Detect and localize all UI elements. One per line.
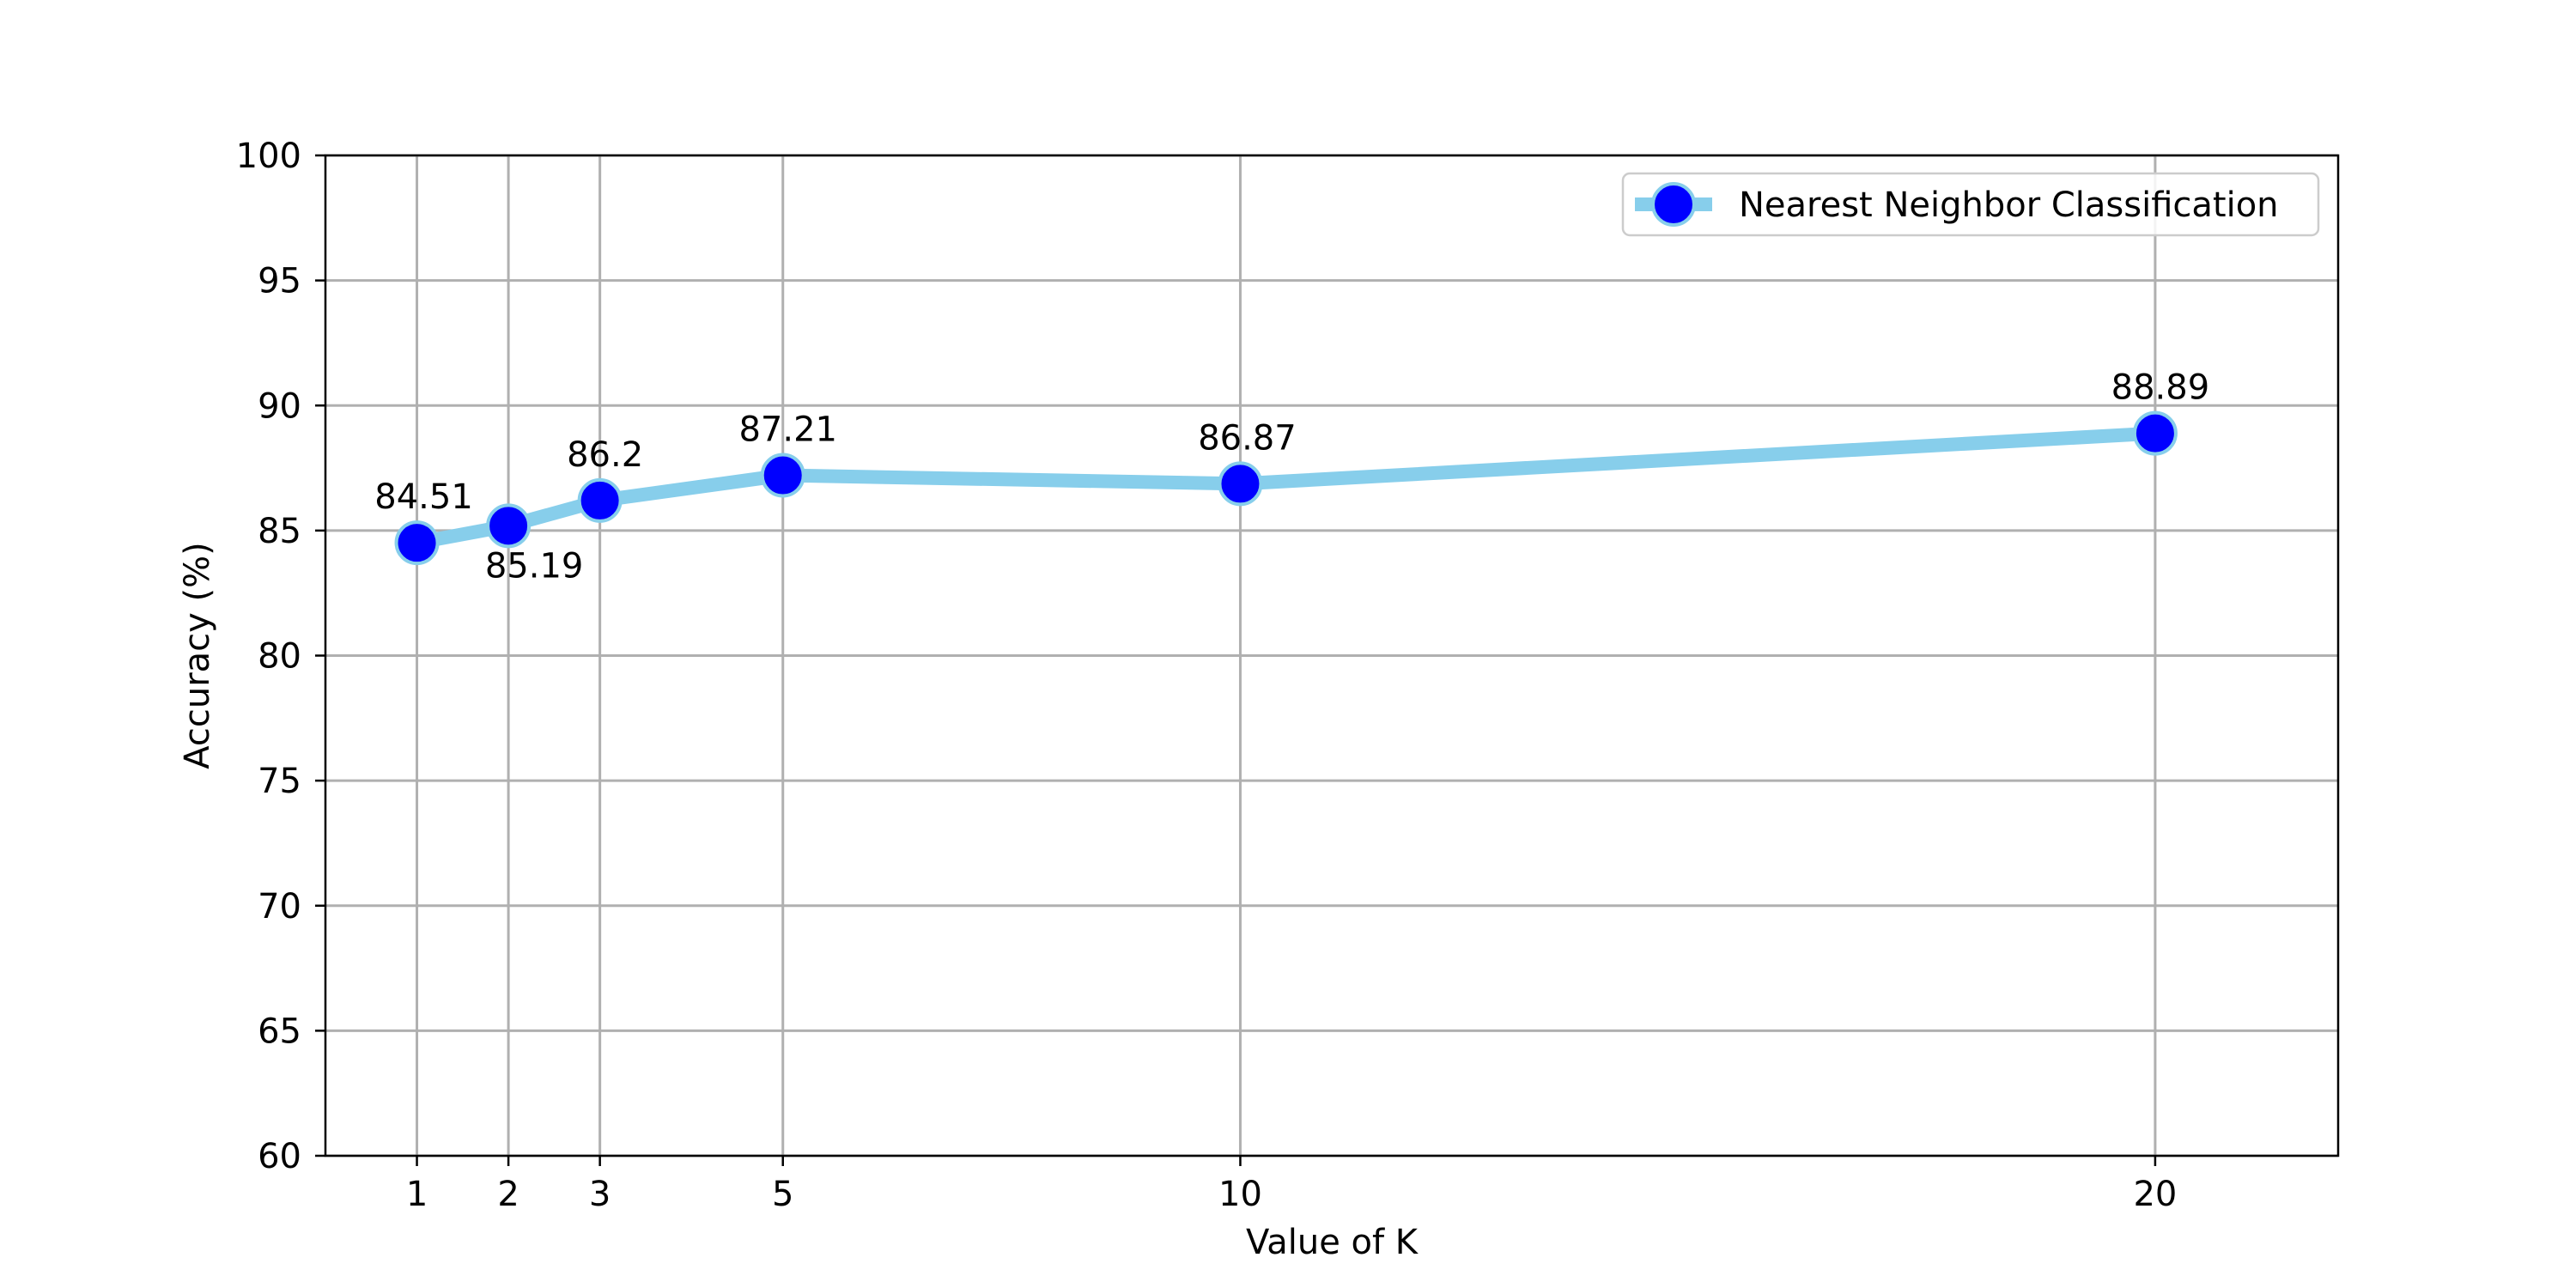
data-label: 84.51 <box>374 477 473 517</box>
data-point <box>577 477 623 523</box>
series-layer <box>394 410 2178 566</box>
x-tick-label: 20 <box>2133 1175 2177 1214</box>
legend-box <box>1621 172 2320 237</box>
y-tick-label: 65 <box>258 1012 301 1051</box>
legend-marker-swatch <box>1651 182 1696 227</box>
data-label: 86.2 <box>567 435 643 475</box>
y-tick-label: 100 <box>236 137 301 176</box>
x-tick-label: 1 <box>406 1175 428 1214</box>
data-label: 85.19 <box>485 546 584 586</box>
x-tick-label: 3 <box>589 1175 611 1214</box>
x-tick-label: 2 <box>497 1175 519 1214</box>
y-tick-label: 70 <box>258 887 301 927</box>
data-point <box>486 503 532 549</box>
data-label: 87.21 <box>738 410 837 450</box>
legend-label: Nearest Neighbor Classification <box>1739 185 2279 225</box>
grid-layer <box>325 154 2338 1157</box>
x-tick-label: 5 <box>772 1175 793 1214</box>
data-point <box>760 453 805 498</box>
y-tick-label: 60 <box>258 1137 301 1176</box>
x-tick-label: 10 <box>1218 1175 1262 1214</box>
tick-layer: 1 2 3 5 10 20 60 65 70 75 80 85 90 95 100 <box>236 137 2178 1214</box>
data-point <box>394 520 440 566</box>
data-point <box>1218 461 1263 507</box>
y-tick-label: 85 <box>258 512 301 551</box>
y-tick-label: 80 <box>258 637 301 677</box>
x-axis-label: Value of K <box>1246 1223 1419 1262</box>
y-tick-label: 90 <box>258 386 301 426</box>
y-tick-label: 75 <box>258 762 301 801</box>
legend: Nearest Neighbor Classification <box>1621 172 2320 237</box>
y-axis-label: Accuracy (%) <box>178 542 217 769</box>
y-tick-label: 95 <box>258 262 301 301</box>
data-point <box>2132 410 2178 456</box>
data-label: 86.87 <box>1198 418 1297 458</box>
label-layer: 84.51 85.19 86.2 87.21 86.87 88.89 Value of K A… <box>178 368 2209 1262</box>
data-label: 88.89 <box>2111 368 2210 408</box>
